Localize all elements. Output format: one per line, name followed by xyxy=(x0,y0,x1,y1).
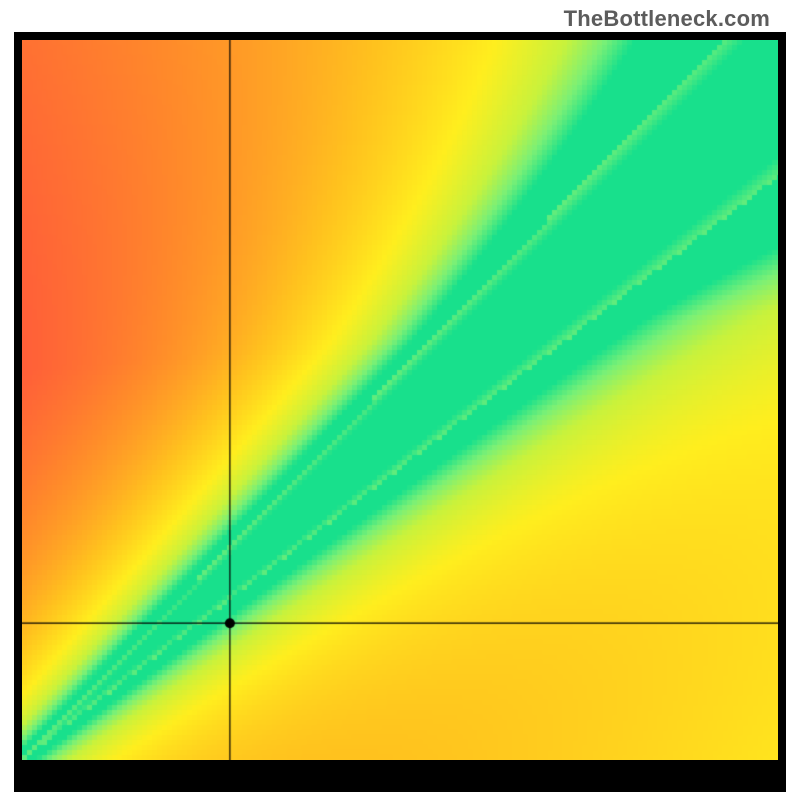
chart-container: TheBottleneck.com xyxy=(0,0,800,800)
bottleneck-heatmap xyxy=(22,40,778,760)
watermark-text: TheBottleneck.com xyxy=(564,6,770,32)
